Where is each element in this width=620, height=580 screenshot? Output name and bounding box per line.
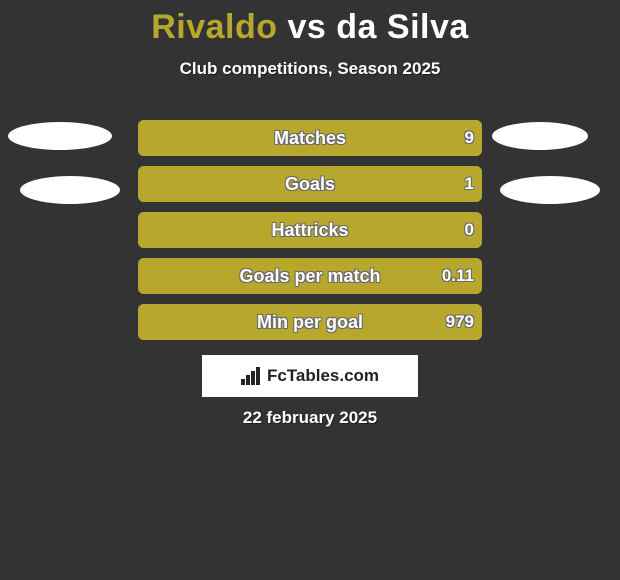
stats-chart: Matches9 Goals1 Hattricks0 Goals per match0… <box>0 120 620 350</box>
stat-row: Goals1 <box>0 166 620 202</box>
title-player-right: da Silva <box>336 8 469 46</box>
brand-text: FcTables.com <box>267 366 379 386</box>
infographic-root: Rivaldo vs da Silva Club competitions, S… <box>0 0 620 580</box>
stat-bar-right <box>138 166 482 202</box>
bars-icon <box>241 367 261 385</box>
brand-logo: FcTables.com <box>202 355 418 397</box>
page-title: Rivaldo vs da Silva <box>0 0 620 47</box>
title-player-left: Rivaldo <box>151 8 277 46</box>
stat-bar-track: Min per goal979 <box>138 304 482 340</box>
stat-row: Hattricks0 <box>0 212 620 248</box>
stat-bar-right <box>138 258 482 294</box>
title-vs: vs <box>287 8 326 46</box>
stat-bar-track: Hattricks0 <box>138 212 482 248</box>
stat-bar-right <box>138 304 482 340</box>
stat-bar-right <box>138 120 482 156</box>
subtitle: Club competitions, Season 2025 <box>0 59 620 79</box>
stat-row: Matches9 <box>0 120 620 156</box>
date-text: 22 february 2025 <box>0 408 620 428</box>
stat-bar-track: Matches9 <box>138 120 482 156</box>
stat-row: Goals per match0.11 <box>0 258 620 294</box>
stat-bar-track: Goals per match0.11 <box>138 258 482 294</box>
stat-bar-left <box>138 212 310 248</box>
stat-bar-track: Goals1 <box>138 166 482 202</box>
stat-bar-right <box>310 212 482 248</box>
stat-row: Min per goal979 <box>0 304 620 340</box>
